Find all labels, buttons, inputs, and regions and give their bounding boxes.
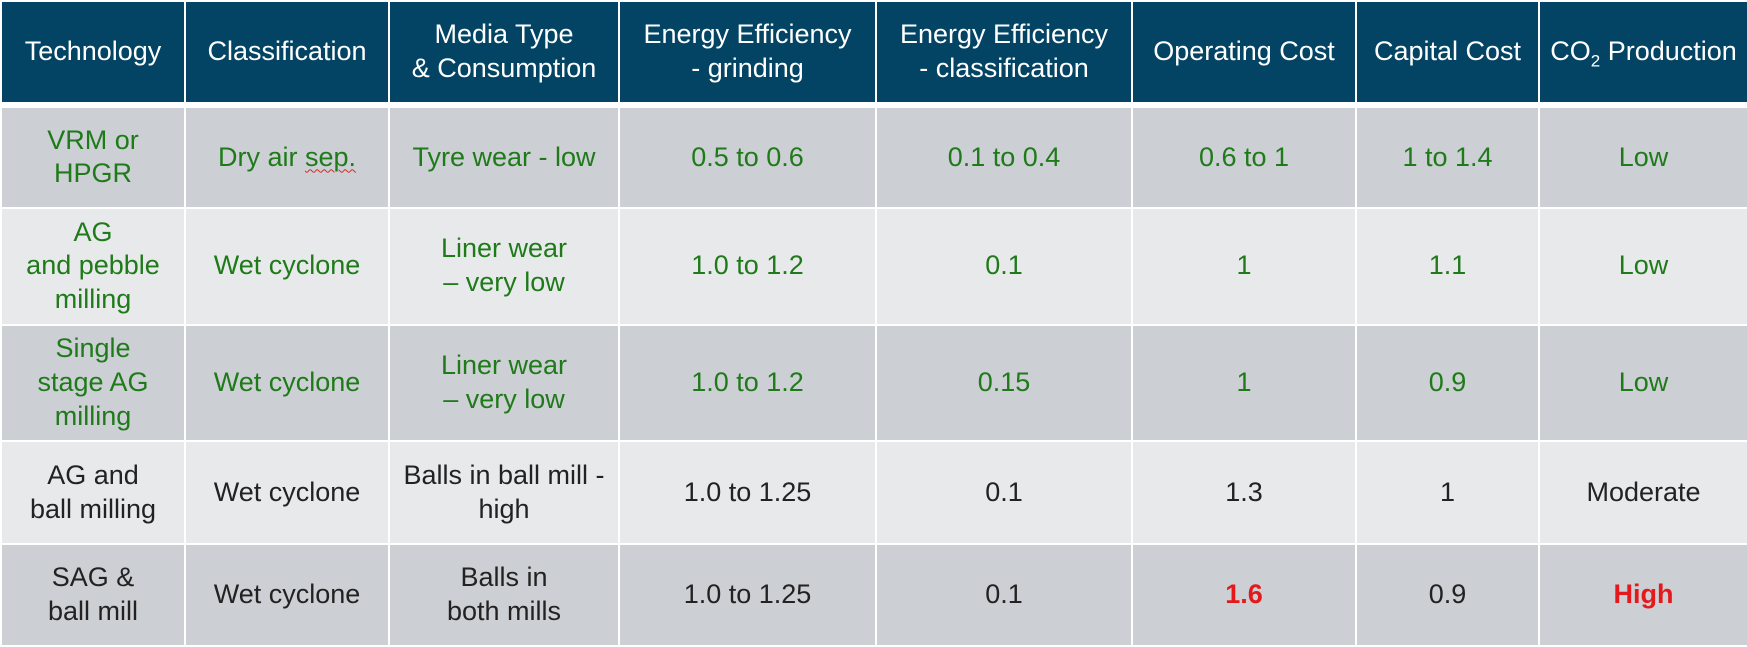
cell-capital-cost: 0.9 bbox=[1355, 323, 1540, 443]
header-co2-suffix: Production bbox=[1600, 36, 1737, 67]
header-energy-classification: Energy Efficiency - classification bbox=[875, 0, 1133, 108]
cell-operating-cost: 0.6 to 1 bbox=[1131, 104, 1357, 209]
cell-energy-grinding: 1.0 to 1.25 bbox=[618, 440, 877, 546]
cell-media: Balls in both mills bbox=[388, 543, 620, 647]
cell-operating-cost: 1 bbox=[1131, 206, 1357, 326]
cell-capital-cost: 1.1 bbox=[1355, 206, 1540, 326]
cell-classification: Wet cyclone bbox=[184, 440, 390, 546]
cell-co2: Low bbox=[1538, 104, 1747, 209]
cell-capital-cost: 1 bbox=[1355, 440, 1540, 546]
cell-classification: Wet cyclone bbox=[184, 206, 390, 326]
cell-classification: Wet cyclone bbox=[184, 543, 390, 647]
cell-energy-grinding: 1.0 to 1.2 bbox=[618, 323, 877, 443]
cell-co2: Low bbox=[1538, 206, 1747, 326]
cell-media: Tyre wear - low bbox=[388, 104, 620, 209]
header-co2-subscript: 2 bbox=[1590, 51, 1601, 71]
header-co2-prefix: CO bbox=[1550, 36, 1591, 67]
cell-classification: Wet cyclone bbox=[184, 323, 390, 443]
cell-technology: Single stage AG milling bbox=[0, 323, 186, 443]
header-classification: Classification bbox=[184, 0, 390, 108]
header-energy-grinding: Energy Efficiency - grinding bbox=[618, 0, 877, 108]
cell-energy-grinding: 0.5 to 0.6 bbox=[618, 104, 877, 209]
table-row: AG and pebble milling Wet cyclone Liner … bbox=[0, 206, 1747, 326]
header-technology: Technology bbox=[0, 0, 186, 108]
cell-media: Liner wear – very low bbox=[388, 323, 620, 443]
cell-energy-classification: 0.1 bbox=[875, 206, 1133, 326]
table-row: AG and ball milling Wet cyclone Balls in… bbox=[0, 440, 1747, 546]
cell-technology: SAG & ball mill bbox=[0, 543, 186, 647]
spellcheck-flagged-word: sep. bbox=[304, 141, 357, 172]
table-row: Single stage AG milling Wet cyclone Line… bbox=[0, 323, 1747, 443]
header-capital-cost: Capital Cost bbox=[1355, 0, 1540, 108]
cell-energy-classification: 0.1 bbox=[875, 440, 1133, 546]
cell-capital-cost: 1 to 1.4 bbox=[1355, 104, 1540, 209]
cell-capital-cost: 0.9 bbox=[1355, 543, 1540, 647]
cell-operating-cost: 1 bbox=[1131, 323, 1357, 443]
cell-operating-cost: 1.3 bbox=[1131, 440, 1357, 546]
header-row: Technology Classification Media Type & C… bbox=[0, 0, 1747, 108]
cell-energy-classification: 0.1 bbox=[875, 543, 1133, 647]
header-operating-cost: Operating Cost bbox=[1131, 0, 1357, 108]
table-row: SAG & ball mill Wet cyclone Balls in bot… bbox=[0, 543, 1747, 647]
cell-classification: Dry air sep. bbox=[184, 104, 390, 209]
cell-co2: Moderate bbox=[1538, 440, 1747, 546]
cell-energy-grinding: 1.0 to 1.25 bbox=[618, 543, 877, 647]
cell-media: Liner wear – very low bbox=[388, 206, 620, 326]
cell-media: Balls in ball mill - high bbox=[388, 440, 620, 546]
cell-energy-grinding: 1.0 to 1.2 bbox=[618, 206, 877, 326]
cell-technology: AG and pebble milling bbox=[0, 206, 186, 326]
cell-co2: Low bbox=[1538, 323, 1747, 443]
cell-energy-classification: 0.15 bbox=[875, 323, 1133, 443]
classification-text: Dry air bbox=[217, 141, 305, 172]
table-row: VRM or HPGR Dry air sep. Tyre wear - low… bbox=[0, 104, 1747, 209]
header-co2-production: CO2 Production bbox=[1538, 0, 1747, 108]
table-header: Technology Classification Media Type & C… bbox=[0, 0, 1747, 108]
cell-co2: High bbox=[1538, 543, 1747, 647]
header-media-type: Media Type & Consumption bbox=[388, 0, 620, 108]
cell-energy-classification: 0.1 to 0.4 bbox=[875, 104, 1133, 209]
cell-operating-cost: 1.6 bbox=[1131, 543, 1357, 647]
table-body: VRM or HPGR Dry air sep. Tyre wear - low… bbox=[0, 104, 1747, 647]
cell-technology: VRM or HPGR bbox=[0, 104, 186, 209]
cell-technology: AG and ball milling bbox=[0, 440, 186, 546]
